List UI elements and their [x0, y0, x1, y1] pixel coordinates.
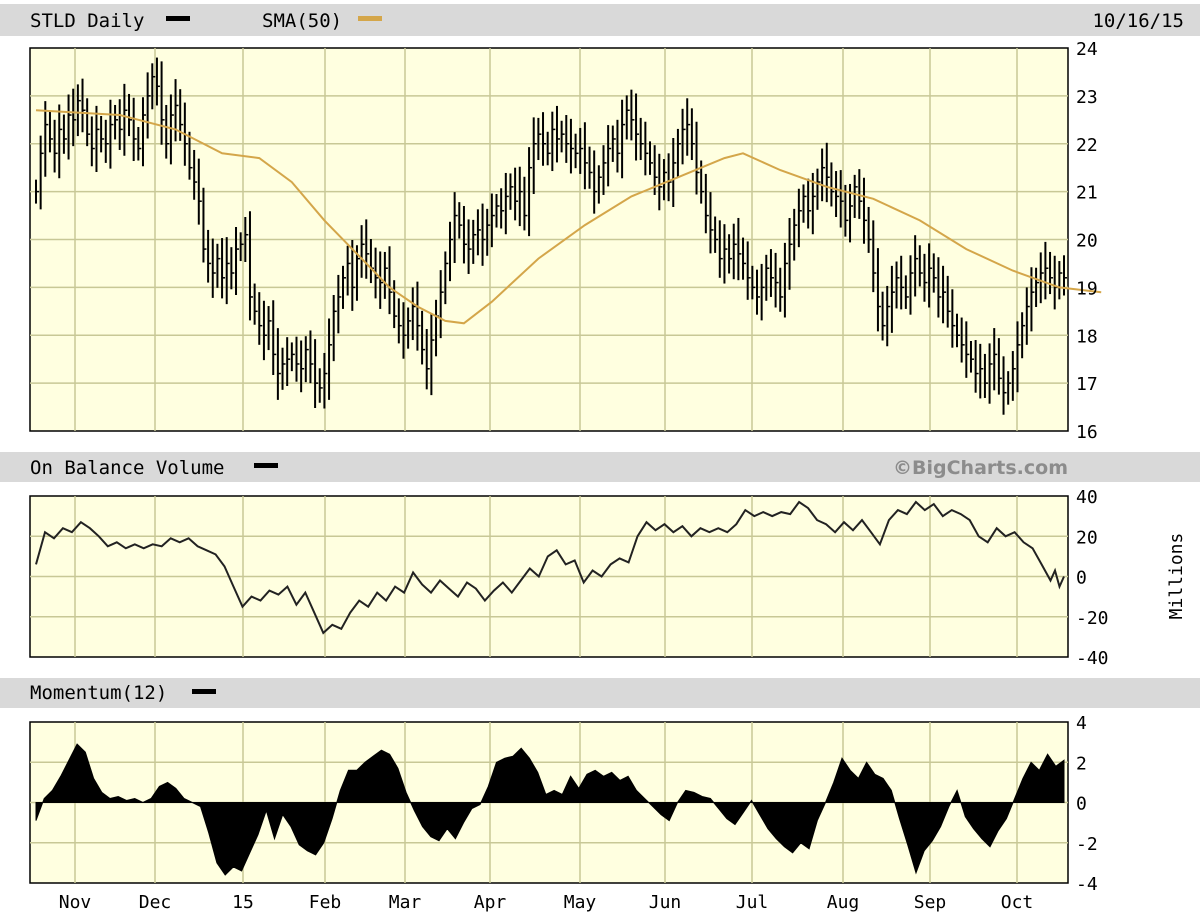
price-header-bar: [0, 4, 1200, 36]
ticker-legend-swatch: [166, 16, 190, 21]
sma-legend-swatch: [358, 16, 382, 21]
mom-panel: -4 -2 0 2 4: [29, 713, 1098, 895]
obv-axis-ticks: -40 -20 0 20 40: [1076, 487, 1109, 669]
mom-ytick-label: -2: [1076, 834, 1098, 855]
obv-title: On Balance Volume: [30, 457, 224, 479]
watermark: ©BigCharts.com: [893, 457, 1068, 479]
obv-legend-swatch: [254, 463, 278, 468]
mom-ytick-label: 0: [1076, 794, 1087, 815]
month-label: Apr: [474, 892, 507, 913]
month-label: 15: [232, 892, 254, 913]
price-ytick-label: 21: [1076, 183, 1098, 204]
price-axis-ticks: 16 17 18 19 20 21 22 23 24: [1076, 39, 1098, 443]
price-ytick-label: 22: [1076, 135, 1098, 156]
mom-header-bar: [0, 678, 1200, 708]
price-ytick-label: 23: [1076, 87, 1098, 108]
month-label: May: [564, 892, 597, 913]
mom-ytick-label: 2: [1076, 753, 1087, 774]
price-panel: 16 17 18 19 20 21 22 23 24: [29, 39, 1102, 443]
ticker-label: STLD Daily: [30, 10, 144, 32]
obv-unit-label: Millions: [1166, 533, 1187, 620]
price-bars: [35, 57, 1067, 415]
price-ytick-label: 17: [1076, 374, 1098, 395]
month-label: Oct: [1001, 892, 1034, 913]
month-label: Aug: [827, 892, 860, 913]
sma-label: SMA(50): [262, 10, 342, 32]
month-label: Dec: [139, 892, 172, 913]
month-label: Sep: [914, 892, 947, 913]
obv-ytick-label: 20: [1076, 527, 1098, 548]
obv-grid: [30, 496, 1068, 657]
month-label: Jul: [736, 892, 769, 913]
obv-ytick-label: -40: [1076, 648, 1109, 669]
month-labels: Nov Dec 15 Feb Mar Apr May Jun Jul Aug Sep Oct: [59, 892, 1034, 913]
month-label: Jun: [649, 892, 682, 913]
month-label: Mar: [389, 892, 422, 913]
obv-ytick-label: 40: [1076, 487, 1098, 508]
mom-legend-swatch: [192, 689, 216, 694]
price-ytick-label: 18: [1076, 326, 1098, 347]
month-label: Feb: [309, 892, 342, 913]
mom-ytick-label: -4: [1076, 874, 1098, 895]
obv-ytick-label: 0: [1076, 568, 1087, 589]
header-date: 10/16/15: [1092, 10, 1184, 32]
obv-header-bar: [0, 452, 1200, 482]
price-ytick-label: 16: [1076, 422, 1098, 443]
month-label: Nov: [59, 892, 92, 913]
mom-ytick-label: 4: [1076, 713, 1087, 734]
obv-line: [35, 500, 1065, 635]
obv-panel: -40 -20 0 20 40 Millions: [29, 487, 1187, 669]
mom-title: Momentum(12): [30, 682, 167, 704]
mom-axis-ticks: -4 -2 0 2 4: [1076, 713, 1098, 895]
sma-line: [35, 109, 1102, 325]
price-ytick-label: 20: [1076, 231, 1098, 252]
obv-ytick-label: -20: [1076, 608, 1109, 629]
price-ytick-label: 24: [1076, 39, 1098, 60]
mom-area: [35, 743, 1065, 876]
price-ytick-label: 19: [1076, 278, 1098, 299]
